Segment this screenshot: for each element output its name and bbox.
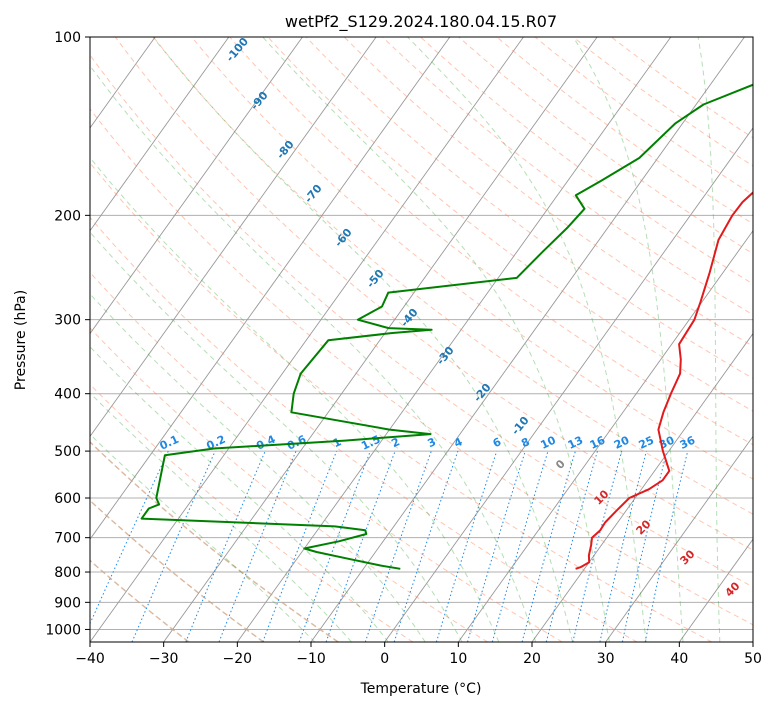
y-tick-label: 200 (54, 208, 81, 224)
x-tick-label: −30 (149, 651, 179, 667)
mixing-ratio-line (90, 450, 169, 625)
isotherm-line (236, 37, 672, 642)
moist-adiabat-line (90, 65, 537, 642)
plot-frame (89, 36, 754, 643)
isotherm-line (90, 37, 230, 232)
dry-adiabat-line (90, 162, 712, 642)
moist-adiabat-line (90, 345, 389, 642)
mixing-ratio-label: 36 (678, 433, 698, 451)
mixing-ratio-label: 13 (566, 434, 585, 452)
y-tick-label: 900 (54, 595, 81, 611)
mixing-ratio-line (364, 450, 432, 642)
moist-adiabat-line (407, 37, 647, 642)
x-tick-label: 30 (597, 651, 615, 667)
mixing-ratio-label: 20 (612, 433, 632, 451)
isotherm-line (90, 37, 524, 642)
mixing-ratio-line (545, 450, 598, 642)
x-tick-label: 0 (380, 651, 389, 667)
mixing-ratio-line (572, 450, 623, 642)
mixing-ratio-line (621, 450, 668, 642)
moist-adiabat-line (697, 37, 721, 642)
mixing-ratio-line (131, 450, 216, 642)
y-tick-label: 600 (54, 491, 81, 507)
dry-adiabat-line (153, 37, 753, 515)
mixing-ratio-label: 16 (588, 433, 608, 451)
y-tick-label: 800 (54, 565, 81, 581)
dewpoint-profile-line (140, 83, 753, 570)
isotherm-line (90, 37, 377, 438)
y-tick-label: 400 (54, 387, 81, 403)
moist-adiabat-line (262, 37, 610, 642)
mixing-ratio-line (435, 450, 498, 642)
mixing-ratio-line (599, 450, 647, 642)
dry-adiabat-line (420, 37, 753, 285)
x-axis-label: Temperature (°C) (360, 681, 482, 697)
x-tick-label: 20 (523, 651, 541, 667)
mixing-ratio-line (644, 450, 689, 642)
dry-adiabat-line (343, 37, 753, 347)
mixing-ratio-line (467, 450, 526, 642)
dry-adiabat-line (90, 216, 638, 642)
isotherm-line (310, 37, 745, 642)
moist-adiabat-line (90, 293, 426, 642)
dry-adiabat-line (382, 37, 753, 316)
isotherm-line (678, 538, 753, 642)
isotherm-line (457, 229, 753, 642)
low-level-adiabat-line (90, 499, 264, 642)
dry-adiabat-line (90, 383, 414, 642)
x-tick-label: 10 (449, 651, 467, 667)
y-tick-label: 100 (54, 30, 81, 46)
dry-adiabat-line (90, 54, 753, 588)
mixing-ratio-line (325, 450, 396, 642)
moist-adiabat-line (90, 231, 463, 642)
moist-adiabat-line (152, 37, 573, 642)
x-tick-label: 40 (670, 651, 688, 667)
isotherm-line (605, 435, 753, 642)
mixing-ratio-line (521, 450, 576, 642)
x-tick-label: −20 (223, 651, 253, 667)
x-tick-label: −10 (296, 651, 326, 667)
y-tick-label: 500 (54, 444, 81, 460)
mixing-ratio-line (185, 450, 266, 642)
dry-adiabat-line (114, 37, 753, 551)
mixing-ratio-line (491, 450, 549, 642)
mixing-ratio-line (393, 450, 459, 642)
chart-title: wetPf2_S129.2024.180.04.15.R07 (285, 12, 557, 32)
y-tick-label: 1000 (45, 622, 81, 638)
mixing-ratio-label: 25 (637, 434, 656, 452)
y-tick-label: 300 (54, 313, 81, 329)
x-tick-label: −40 (75, 651, 105, 667)
y-tick-label: 700 (54, 531, 81, 547)
isotherm-line (531, 332, 753, 642)
axes: −40 −30 −20 −10 0 10 20 30 40 50 100 200 300 400 500 60… (45, 30, 762, 667)
mixing-ratio-label: 10 (538, 433, 558, 451)
isotherm-line (90, 37, 303, 335)
x-tick-label: 50 (744, 651, 762, 667)
moist-adiabat-line (572, 37, 684, 642)
temperature-profile-line (575, 191, 753, 570)
moist-adiabat-line (90, 433, 316, 642)
y-axis-label: Pressure (hPa) (13, 290, 29, 390)
isotherm-line (90, 37, 451, 540)
dry-adiabat-line (458, 37, 753, 255)
isotherm-line (163, 37, 598, 642)
dry-adiabat-line (572, 37, 753, 167)
dry-adiabat-line (90, 108, 753, 626)
isotherm-line (384, 127, 753, 642)
